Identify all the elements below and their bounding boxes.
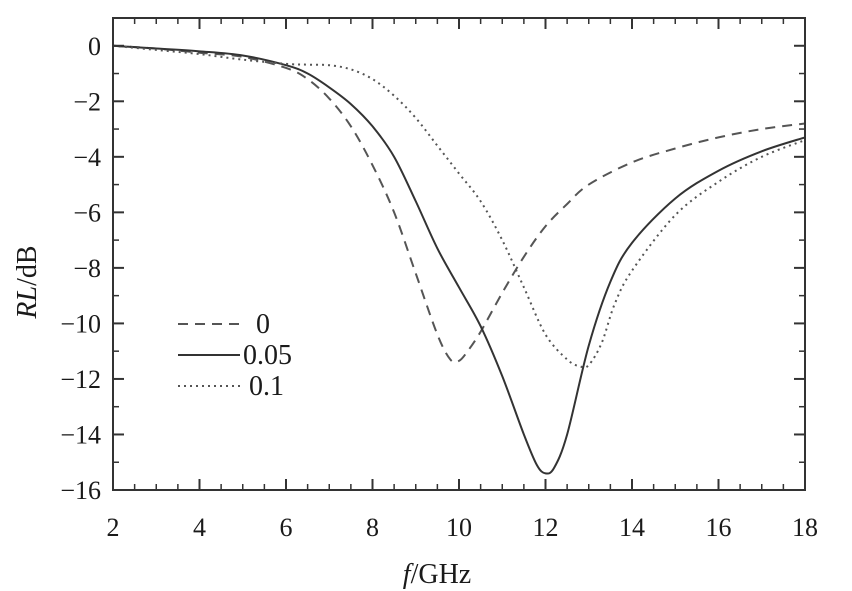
x-tick-label: 10 (446, 513, 472, 542)
y-axis-label: RL/dB (12, 245, 43, 319)
x-tick-label: 8 (366, 513, 379, 542)
y-tick-label: −10 (60, 309, 101, 338)
legend-label-1: 0.05 (243, 340, 292, 371)
axis-tick-labels: 2 4 6 8 10 12 14 16 18 0 −2 −4 −6 −8 −10 −12 −14 −16 (60, 32, 818, 542)
series-line-1 (112, 44, 806, 475)
y-tick-label: −8 (73, 254, 101, 283)
y-axis-label-symbol: RL (12, 286, 43, 320)
x-tick-label: 2 (107, 513, 120, 542)
series-line-2 (112, 44, 806, 369)
y-tick-label: 0 (88, 32, 101, 61)
y-tick-label: −6 (73, 198, 101, 227)
legend-label-2: 0.1 (249, 371, 284, 402)
y-tick-label: −14 (60, 420, 101, 449)
x-tick-label: 18 (792, 513, 818, 542)
plot-frame (112, 17, 806, 491)
x-tick-label: 6 (280, 513, 293, 542)
y-tick-label: −12 (60, 365, 101, 394)
x-tick-label: 16 (706, 513, 732, 542)
y-axis-label-unit: /dB (12, 245, 43, 285)
series-line-0 (112, 44, 806, 364)
plot-lines (112, 44, 806, 475)
x-axis-label-symbol: f (403, 559, 414, 590)
x-axis-label: f/GHz (403, 559, 471, 590)
x-axis-label-unit: /GHz (411, 559, 472, 590)
x-tick-label: 14 (619, 513, 645, 542)
axis-ticks (112, 18, 806, 491)
legend: 0 0.05 0.1 (178, 309, 292, 402)
y-tick-label: −2 (73, 87, 101, 116)
x-tick-label: 4 (193, 513, 206, 542)
y-tick-label: −4 (73, 143, 101, 172)
legend-label-0: 0 (256, 309, 270, 340)
x-tick-label: 12 (533, 513, 559, 542)
y-tick-label: −16 (60, 476, 101, 505)
